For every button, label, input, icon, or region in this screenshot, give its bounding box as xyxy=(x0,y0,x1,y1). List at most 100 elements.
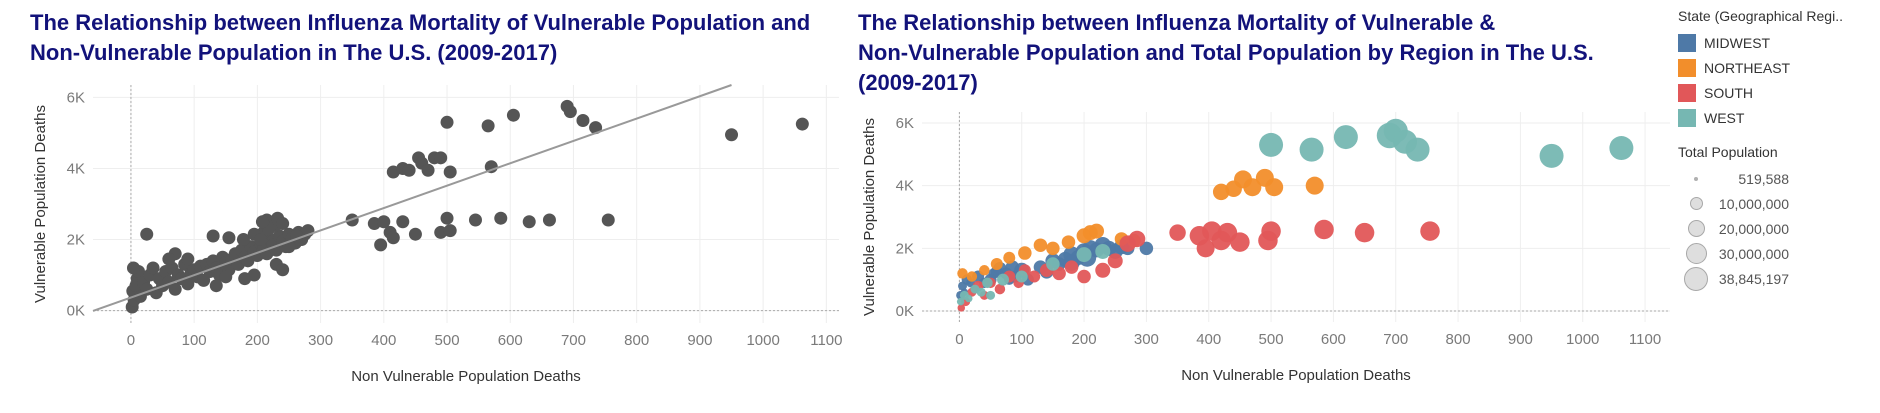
left-data-point[interactable] xyxy=(601,213,615,227)
right-data-point[interactable] xyxy=(966,271,978,282)
right-data-point[interactable] xyxy=(1095,262,1111,278)
right-data-point[interactable] xyxy=(1259,132,1284,157)
left-data-point[interactable] xyxy=(276,217,290,231)
size-legend-item[interactable]: 519,588 xyxy=(1678,166,1843,191)
left-data-point[interactable] xyxy=(396,215,410,229)
left-data-point[interactable] xyxy=(484,160,498,174)
left-data-point[interactable] xyxy=(576,114,590,128)
left-data-point[interactable] xyxy=(795,117,809,131)
right-data-point[interactable] xyxy=(1405,137,1430,162)
left-data-point[interactable] xyxy=(222,231,236,245)
right-data-point[interactable] xyxy=(1107,253,1123,269)
right-data-point[interactable] xyxy=(1539,143,1564,168)
left-data-point[interactable] xyxy=(440,211,454,225)
left-data-point[interactable] xyxy=(434,151,448,165)
left-data-point[interactable] xyxy=(206,229,220,243)
right-data-point[interactable] xyxy=(990,258,1003,271)
right-data-point[interactable] xyxy=(1077,269,1091,284)
left-data-point[interactable] xyxy=(168,282,182,296)
left-data-point[interactable] xyxy=(589,121,603,135)
right-data-point[interactable] xyxy=(982,277,993,289)
right-data-point[interactable] xyxy=(986,290,996,300)
right-data-point[interactable] xyxy=(994,283,1006,295)
right-data-point[interactable] xyxy=(1196,239,1215,258)
left-trend-line[interactable] xyxy=(92,84,732,312)
right-data-point[interactable] xyxy=(1028,270,1041,283)
legend-item-west[interactable]: WEST xyxy=(1678,105,1843,130)
left-data-point[interactable] xyxy=(236,233,250,247)
right-data-point[interactable] xyxy=(1139,241,1154,256)
left-data-point[interactable] xyxy=(374,238,388,252)
right-data-point[interactable] xyxy=(965,294,973,303)
right-data-point[interactable] xyxy=(1003,251,1016,264)
left-data-point[interactable] xyxy=(254,233,268,247)
left-data-point[interactable] xyxy=(440,115,454,129)
left-data-point[interactable] xyxy=(443,224,457,238)
right-data-point[interactable] xyxy=(956,297,965,306)
left-data-point[interactable] xyxy=(219,270,233,284)
left-data-point[interactable] xyxy=(181,277,195,291)
right-data-point[interactable] xyxy=(1064,260,1079,274)
right-data-point[interactable] xyxy=(1261,221,1281,241)
left-data-point[interactable] xyxy=(146,261,160,275)
right-data-point[interactable] xyxy=(1095,243,1111,259)
left-data-point[interactable] xyxy=(255,215,269,229)
right-data-point[interactable] xyxy=(1314,219,1334,240)
right-data-point[interactable] xyxy=(1609,136,1634,161)
right-data-point[interactable] xyxy=(1265,178,1284,197)
right-data-point[interactable] xyxy=(1015,270,1028,283)
left-data-point[interactable] xyxy=(481,119,495,133)
left-data-point[interactable] xyxy=(386,231,400,245)
size-legend-title[interactable]: Total Population xyxy=(1678,144,1778,160)
color-legend-title[interactable]: State (Geographical Regi.. xyxy=(1678,8,1843,24)
right-data-point[interactable] xyxy=(1333,125,1358,150)
left-data-point[interactable] xyxy=(402,163,416,177)
right-data-point[interactable] xyxy=(997,273,1010,286)
right-data-point[interactable] xyxy=(1076,247,1092,263)
left-data-point[interactable] xyxy=(506,108,520,122)
right-data-point[interactable] xyxy=(957,268,968,279)
left-data-point[interactable] xyxy=(162,252,176,266)
left-data-point[interactable] xyxy=(126,261,140,275)
right-data-point[interactable] xyxy=(1046,241,1060,256)
right-data-point[interactable] xyxy=(1169,224,1186,241)
size-legend-item[interactable]: 20,000,000 xyxy=(1678,216,1843,241)
legend-item-south[interactable]: SOUTH xyxy=(1678,80,1843,105)
left-data-point[interactable] xyxy=(377,215,391,229)
left-data-point[interactable] xyxy=(522,215,536,229)
legend-item-midwest[interactable]: MIDWEST xyxy=(1678,30,1843,55)
right-data-point[interactable] xyxy=(957,304,966,312)
size-legend-item[interactable]: 38,845,197 xyxy=(1678,266,1843,291)
right-data-point[interactable] xyxy=(1018,246,1032,260)
right-data-point[interactable] xyxy=(1061,235,1076,249)
right-data-point[interactable] xyxy=(1230,232,1250,252)
left-data-point[interactable] xyxy=(421,163,435,177)
left-data-point[interactable] xyxy=(276,263,290,277)
left-data-point[interactable] xyxy=(181,252,195,266)
right-data-point[interactable] xyxy=(1212,183,1230,201)
legend-item-northeast[interactable]: NORTHEAST xyxy=(1678,55,1843,80)
right-data-point[interactable] xyxy=(1305,176,1324,195)
left-data-point[interactable] xyxy=(468,213,482,227)
right-data-point[interactable] xyxy=(1420,221,1440,241)
left-data-point[interactable] xyxy=(140,227,154,241)
right-data-point[interactable] xyxy=(1128,230,1146,248)
size-legend-item[interactable]: 30,000,000 xyxy=(1678,241,1843,266)
right-data-point[interactable] xyxy=(979,265,990,276)
right-data-point[interactable] xyxy=(1243,178,1262,197)
left-data-point[interactable] xyxy=(238,272,252,286)
right-data-point[interactable] xyxy=(1354,222,1375,243)
right-data-point[interactable] xyxy=(1299,137,1324,162)
left-data-point[interactable] xyxy=(408,227,422,241)
left-data-point[interactable] xyxy=(542,213,556,227)
left-data-point[interactable] xyxy=(209,279,223,293)
right-data-point[interactable] xyxy=(1089,223,1105,239)
right-data-point[interactable] xyxy=(1033,238,1048,252)
right-data-point[interactable] xyxy=(1046,257,1060,271)
size-legend-item[interactable]: 10,000,000 xyxy=(1678,191,1843,216)
left-data-point[interactable] xyxy=(563,105,577,119)
right-data-point[interactable] xyxy=(976,287,986,297)
left-data-point[interactable] xyxy=(725,128,739,142)
left-data-point[interactable] xyxy=(443,165,457,179)
left-data-point[interactable] xyxy=(494,211,508,225)
